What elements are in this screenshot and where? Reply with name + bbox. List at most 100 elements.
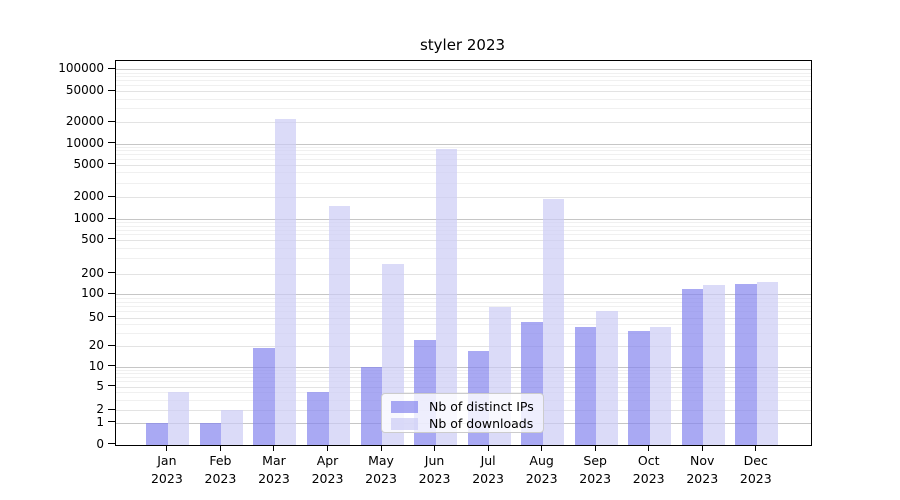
- y-tick-mark: [108, 316, 115, 317]
- x-tick-mark: [166, 445, 168, 451]
- y-tick-mark: [108, 217, 115, 219]
- y-tick-mark: [108, 272, 115, 273]
- grid-line: [116, 219, 811, 220]
- grid-line: [116, 247, 811, 249]
- x-tick-label: Aug 2023: [525, 453, 558, 486]
- x-tick-label: Jul 2023: [472, 453, 505, 486]
- x-tick-label: Sep 2023: [579, 453, 612, 486]
- x-tick-label: May 2023: [365, 453, 397, 486]
- grid-line: [116, 80, 811, 82]
- y-tick-label: 5000: [73, 156, 104, 171]
- legend-row-downloads: Nb of downloads: [391, 416, 535, 432]
- grid-line: [116, 311, 811, 313]
- y-tick-label: 20: [88, 338, 104, 352]
- bar-ips-apr: [307, 392, 329, 445]
- y-tick-mark: [108, 163, 115, 164]
- bar-downloads-oct: [649, 326, 672, 445]
- bar-ips-may: [360, 366, 383, 445]
- x-tick-mark: [380, 445, 382, 451]
- y-tick-label: 50000: [65, 83, 104, 97]
- grid-line: [116, 346, 811, 347]
- chart-title: styler 2023: [419, 36, 506, 54]
- bar-ips-jan: [146, 422, 168, 445]
- y-tick-mark: [108, 421, 115, 422]
- x-tick-mark: [594, 445, 596, 451]
- y-tick-mark: [108, 195, 115, 197]
- y-tick-label: 5: [96, 378, 104, 393]
- grid-line: [116, 69, 811, 71]
- x-tick-label: Oct 2023: [632, 453, 665, 486]
- grid-line: [116, 273, 811, 275]
- y-tick-mark: [108, 443, 115, 444]
- y-tick-label: 100000: [58, 61, 104, 76]
- y-tick-label: 50: [88, 309, 104, 324]
- bar-downloads-apr: [328, 206, 350, 445]
- legend: Nb of distinct IPs Nb of downloads: [381, 392, 544, 433]
- legend-row-distinct-ips: Nb of distinct IPs: [391, 399, 535, 415]
- x-tick-label: Jan 2023: [150, 453, 183, 486]
- y-tick-label: 20000: [65, 114, 104, 128]
- y-tick-label: 2000: [73, 189, 104, 203]
- grid-line: [116, 229, 811, 231]
- bar-ips-dec: [735, 284, 757, 445]
- y-tick-label: 0: [96, 436, 104, 451]
- grid-line: [116, 159, 811, 161]
- grid-line: [116, 301, 811, 303]
- grid-line: [116, 108, 811, 110]
- y-tick-mark: [108, 89, 115, 91]
- x-tick-label: Nov 2023: [686, 453, 719, 486]
- y-tick-mark: [108, 385, 115, 386]
- bar-downloads-jan: [167, 392, 190, 445]
- y-tick-label: 2: [96, 402, 104, 416]
- y-tick-label: 500: [81, 231, 104, 246]
- legend-label-downloads: Nb of downloads: [429, 416, 534, 431]
- y-tick-label: 1000: [73, 211, 104, 225]
- bar-ips-mar: [253, 347, 275, 445]
- grid-line: [116, 258, 811, 260]
- grid-line: [116, 324, 811, 326]
- grid-line: [116, 172, 811, 174]
- plot-area: Nb of distinct IPs Nb of downloads: [115, 60, 812, 446]
- y-tick-label: 10000: [65, 135, 104, 150]
- bar-downloads-sep: [596, 311, 618, 445]
- bar-downloads-dec: [756, 282, 779, 445]
- grid-line: [116, 182, 811, 184]
- grid-line: [116, 197, 811, 198]
- x-tick-mark: [219, 445, 221, 451]
- grid-line: [116, 366, 811, 368]
- y-tick-mark: [108, 292, 115, 294]
- grid-line: [116, 386, 811, 388]
- y-tick-mark: [108, 120, 115, 122]
- y-tick-mark: [108, 142, 115, 144]
- grid-line: [116, 154, 811, 156]
- x-tick-label: Apr 2023: [311, 453, 344, 486]
- bar-downloads-nov: [703, 285, 725, 445]
- y-tick-mark: [108, 408, 115, 410]
- x-tick-mark: [487, 445, 489, 451]
- x-tick-label: Feb 2023: [204, 453, 237, 486]
- grid-line: [116, 222, 811, 224]
- grid-line: [116, 297, 811, 299]
- grid-line: [116, 146, 811, 148]
- x-tick-mark: [648, 445, 650, 451]
- grid-line: [116, 85, 811, 87]
- x-tick-mark: [701, 445, 703, 451]
- legend-swatch-downloads: [391, 417, 418, 430]
- grid-line: [116, 164, 811, 166]
- x-tick-mark: [755, 445, 757, 451]
- bar-downloads-mar: [274, 118, 297, 445]
- y-tick-mark: [108, 365, 115, 366]
- grid-line: [116, 150, 811, 152]
- x-tick-mark: [273, 445, 275, 451]
- x-tick-mark: [541, 445, 543, 451]
- grid-line: [116, 333, 811, 335]
- grid-line: [116, 239, 811, 241]
- x-tick-mark: [434, 445, 436, 451]
- bar-ips-oct: [628, 331, 650, 445]
- grid-line: [116, 98, 811, 100]
- grid-line: [116, 294, 811, 295]
- grid-line: [116, 143, 811, 145]
- bar-downloads-feb: [221, 410, 243, 445]
- grid-line: [116, 381, 811, 383]
